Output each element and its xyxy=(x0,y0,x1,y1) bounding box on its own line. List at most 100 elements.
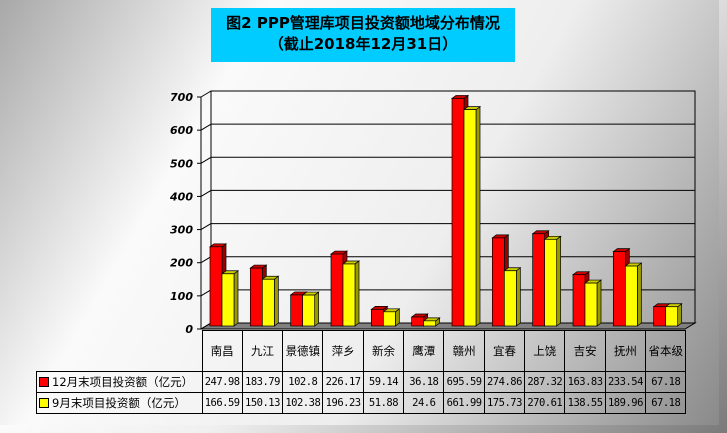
title-line1: 图2 PPP管理库项目投资额地域分布情况 xyxy=(226,14,500,32)
data-label: 247.98 xyxy=(201,371,243,393)
data-label: 233.54 xyxy=(604,371,647,393)
bar-sep-新余 xyxy=(382,311,396,327)
y-tick-label: 600 xyxy=(170,124,193,137)
data-label: 138.55 xyxy=(564,392,606,414)
bar-dec-赣州 xyxy=(451,98,465,327)
data-label: 196.23 xyxy=(322,392,364,414)
bar-dec-宜春 xyxy=(491,237,505,327)
bar-dec-景德镇 xyxy=(290,294,304,327)
gridline-side xyxy=(200,322,212,330)
category-label: 宜春 xyxy=(483,330,526,372)
bar-dec-萍乡 xyxy=(330,253,344,327)
legend-swatch xyxy=(39,398,49,408)
bar-side xyxy=(233,270,239,327)
gridline-side xyxy=(200,123,212,131)
bar-dec-鹰潭 xyxy=(411,316,425,327)
bar-side xyxy=(515,267,521,327)
table-row: 12月末项目投资额（亿元） 247.98 183.79 102.8 226.17 59.1… xyxy=(36,371,687,393)
data-label: 102.8 xyxy=(282,371,324,393)
bar-dec-吉安 xyxy=(572,274,586,327)
bar-sep-宜春 xyxy=(503,270,517,327)
bar-sep-鹰潭 xyxy=(423,320,437,327)
gridline-side xyxy=(200,90,212,98)
data-label: 661.99 xyxy=(443,392,485,414)
bar-side xyxy=(636,262,642,327)
series-name: 9月末项目投资额（亿元） xyxy=(52,396,186,410)
category-label: 景德镇 xyxy=(282,330,324,372)
gridline-side xyxy=(200,156,212,164)
data-label: 695.59 xyxy=(443,371,485,393)
data-table: 南昌 九江 景德镇 萍乡 新余 鹰潭 赣州 宜春 上饶 吉安 抚州 省本级 12月末项目投资额（亿元） 2… xyxy=(36,330,687,414)
y-tick-label: 200 xyxy=(170,257,193,270)
category-label: 九江 xyxy=(241,330,284,372)
data-label: 175.73 xyxy=(483,392,526,414)
category-label: 吉安 xyxy=(564,330,606,372)
gridline-side xyxy=(200,223,212,231)
bar-sep-抚州 xyxy=(624,265,638,327)
data-label: 183.79 xyxy=(241,371,284,393)
bar-sep-景德镇 xyxy=(302,294,316,327)
series-name: 12月末项目投资额（亿元） xyxy=(52,375,194,389)
bar-sep-上饶 xyxy=(544,238,558,327)
category-label: 赣州 xyxy=(443,330,485,372)
bar-side xyxy=(556,235,562,327)
data-label: 24.6 xyxy=(403,392,445,414)
y-tick-label: 300 xyxy=(170,224,193,237)
y-tick-label: 700 xyxy=(170,91,193,104)
bar-side xyxy=(596,279,602,327)
data-label: 51.88 xyxy=(362,392,405,414)
gridline-side xyxy=(200,256,212,264)
bar-sep-吉安 xyxy=(584,282,598,327)
bar-dec-上饶 xyxy=(532,233,546,327)
category-label: 抚州 xyxy=(604,330,647,372)
data-label: 59.14 xyxy=(362,371,405,393)
bar-side xyxy=(354,260,360,327)
category-label: 南昌 xyxy=(201,330,243,372)
y-tick-label: 100 xyxy=(170,290,193,303)
category-label: 省本级 xyxy=(645,330,687,372)
data-label: 150.13 xyxy=(241,392,284,414)
data-label: 287.32 xyxy=(524,371,566,393)
chart-title: 图2 PPP管理库项目投资额地域分布情况 （截止2018年12月31日） xyxy=(211,8,515,62)
bar-sep-赣州 xyxy=(463,109,477,327)
gridline-side xyxy=(200,189,212,197)
bar-sep-省本级 xyxy=(665,306,679,327)
legend-entry: 12月末项目投资额（亿元） xyxy=(36,371,203,393)
bar-dec-九江 xyxy=(249,267,263,327)
category-label: 萍乡 xyxy=(322,330,364,372)
data-label: 163.83 xyxy=(564,371,606,393)
bar-side xyxy=(314,291,320,327)
bar-dec-抚州 xyxy=(612,251,626,327)
category-label: 鹰潭 xyxy=(403,330,445,372)
y-tick-label: 0 xyxy=(185,323,193,336)
table-row: 9月末项目投资额（亿元） 166.59 150.13 102.38 196.23 51.8… xyxy=(36,392,687,414)
bar-side xyxy=(475,105,481,327)
legend-entry: 9月末项目投资额（亿元） xyxy=(36,392,203,414)
data-label: 274.86 xyxy=(483,371,526,393)
data-label: 166.59 xyxy=(201,392,243,414)
bar-dec-南昌 xyxy=(209,246,223,327)
bar-dec-新余 xyxy=(370,309,384,327)
title-line2: （截止2018年12月31日） xyxy=(268,35,458,53)
bar-dec-省本级 xyxy=(653,306,667,327)
data-label: 189.96 xyxy=(604,392,647,414)
data-label: 270.61 xyxy=(524,392,566,414)
data-label: 67.18 xyxy=(645,371,687,393)
y-tick-label: 500 xyxy=(170,157,193,170)
bar-sep-九江 xyxy=(261,278,275,327)
data-label: 67.18 xyxy=(645,392,687,414)
bar-side xyxy=(677,303,683,327)
data-label: 102.38 xyxy=(282,392,324,414)
bar-side xyxy=(273,275,279,327)
category-label: 新余 xyxy=(362,330,405,372)
category-label: 上饶 xyxy=(524,330,566,372)
data-label: 36.18 xyxy=(403,371,445,393)
gridline-side xyxy=(200,289,212,297)
table-header-row: 南昌 九江 景德镇 萍乡 新余 鹰潭 赣州 宜春 上饶 吉安 抚州 省本级 xyxy=(37,330,687,372)
legend-swatch xyxy=(39,377,49,387)
y-tick-label: 400 xyxy=(169,190,193,203)
data-label: 226.17 xyxy=(322,371,364,393)
bar-sep-南昌 xyxy=(221,273,235,327)
